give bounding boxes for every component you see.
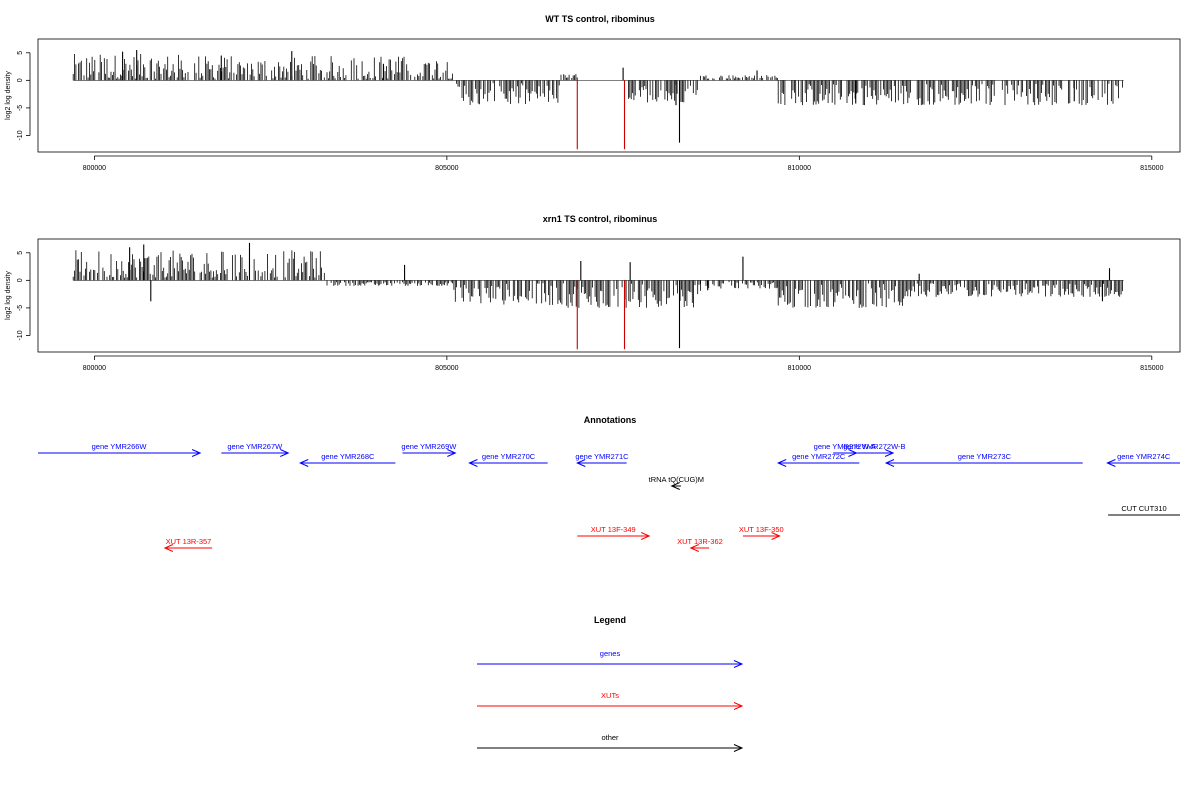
y-axis-label: log2 log density	[5, 271, 12, 320]
legend-title: Legend	[594, 615, 626, 625]
annotations-title: Annotations	[584, 415, 637, 425]
density-bars	[73, 50, 1122, 143]
density-panels: WT TS control, ribominus 5 0 -5 -10 log2 log …	[5, 14, 1180, 372]
x-tick-label: 805000	[435, 365, 458, 372]
feature-label: XUT 13F-350	[739, 525, 784, 534]
feature-label: gene YMR269W	[401, 442, 457, 451]
feature-other: CUT CUT310	[1108, 504, 1180, 515]
x-tick-label: 800000	[83, 165, 106, 172]
feature-xut: XUT 13F-350	[739, 525, 784, 540]
feature-xut: XUT 13F-349	[577, 525, 649, 540]
feature-label: gene YMR268C	[321, 452, 375, 461]
y-tick-label: 5	[17, 51, 24, 55]
x-tick-label: 815000	[1140, 165, 1163, 172]
feature-label: gene YMR272W-B	[843, 442, 905, 451]
density-panel-2: xrn1 TS control, ribominus 5 0 -5 -10 log2 lo…	[5, 214, 1180, 372]
feature-label: gene YMR270C	[482, 452, 536, 461]
y-tick-label: -10	[17, 130, 24, 140]
legend: Legend genes XUTs other	[477, 615, 742, 752]
feature-gene: gene YMR274C	[1107, 452, 1180, 467]
legend-item: genes	[477, 649, 742, 668]
feature-xut: XUT 13R-362	[677, 537, 723, 552]
y-tick-label: 0	[17, 278, 24, 282]
feature-other: tRNA tQ(CUG)M	[649, 475, 704, 490]
feature-xut: XUT 13R-357	[165, 537, 212, 552]
y-axis: 5 0 -5 -10 log2 log density	[5, 251, 30, 341]
feature-gene: gene YMR269W	[401, 442, 457, 457]
y-tick-label: -5	[17, 105, 24, 111]
feature-label: gene YMR267W	[227, 442, 283, 451]
panel-title: xrn1 TS control, ribominus	[543, 214, 658, 224]
legend-item: XUTs	[477, 691, 742, 710]
feature-gene: gene YMR272C	[778, 452, 859, 467]
legend-label: other	[601, 733, 619, 742]
feature-label: gene YMR272C	[792, 452, 846, 461]
legend-item: other	[477, 733, 742, 752]
x-tick-label: 815000	[1140, 365, 1163, 372]
feature-gene: gene YMR268C	[300, 452, 395, 467]
feature-label: gene YMR266W	[92, 442, 148, 451]
feature-label: tRNA tQ(CUG)M	[649, 475, 704, 484]
genome-browser-figure: WT TS control, ribominus 5 0 -5 -10 log2 log …	[0, 0, 1200, 800]
panel-title: WT TS control, ribominus	[545, 14, 655, 24]
legend-label: genes	[600, 649, 621, 658]
x-tick-label: 810000	[788, 365, 811, 372]
y-tick-label: -5	[17, 305, 24, 311]
feature-gene: gene YMR267W	[221, 442, 288, 457]
feature-gene: gene YMR266W	[38, 442, 200, 457]
y-tick-label: -10	[17, 330, 24, 340]
feature-label: XUT 13R-362	[677, 537, 723, 546]
feature-gene: gene YMR270C	[469, 452, 547, 467]
x-tick-label: 810000	[788, 165, 811, 172]
feature-gene: gene YMR273C	[886, 452, 1083, 467]
x-axis: 800000 805000 810000 815000	[83, 356, 1164, 372]
feature-label: gene YMR271C	[575, 452, 629, 461]
annotations-track: Annotations gene YMR266W gene YMR267W gene …	[38, 415, 1180, 552]
x-axis: 800000 805000 810000 815000	[83, 156, 1164, 172]
plot-frame	[38, 39, 1180, 152]
feature-label: gene YMR273C	[958, 452, 1012, 461]
feature-label: XUT 13F-349	[591, 525, 636, 534]
x-tick-label: 805000	[435, 165, 458, 172]
y-axis: 5 0 -5 -10 log2 log density	[5, 51, 30, 141]
y-tick-label: 0	[17, 78, 24, 82]
feature-label: CUT CUT310	[1121, 504, 1166, 513]
y-tick-label: 5	[17, 251, 24, 255]
x-tick-label: 800000	[83, 365, 106, 372]
plot-frame	[38, 239, 1180, 352]
feature-label: XUT 13R-357	[166, 537, 212, 546]
legend-label: XUTs	[601, 691, 619, 700]
y-axis-label: log2 log density	[5, 71, 12, 120]
feature-label: gene YMR274C	[1117, 452, 1171, 461]
density-bars	[73, 243, 1122, 348]
feature-gene: gene YMR271C	[575, 452, 629, 467]
density-panel-1: WT TS control, ribominus 5 0 -5 -10 log2 log …	[5, 14, 1180, 172]
